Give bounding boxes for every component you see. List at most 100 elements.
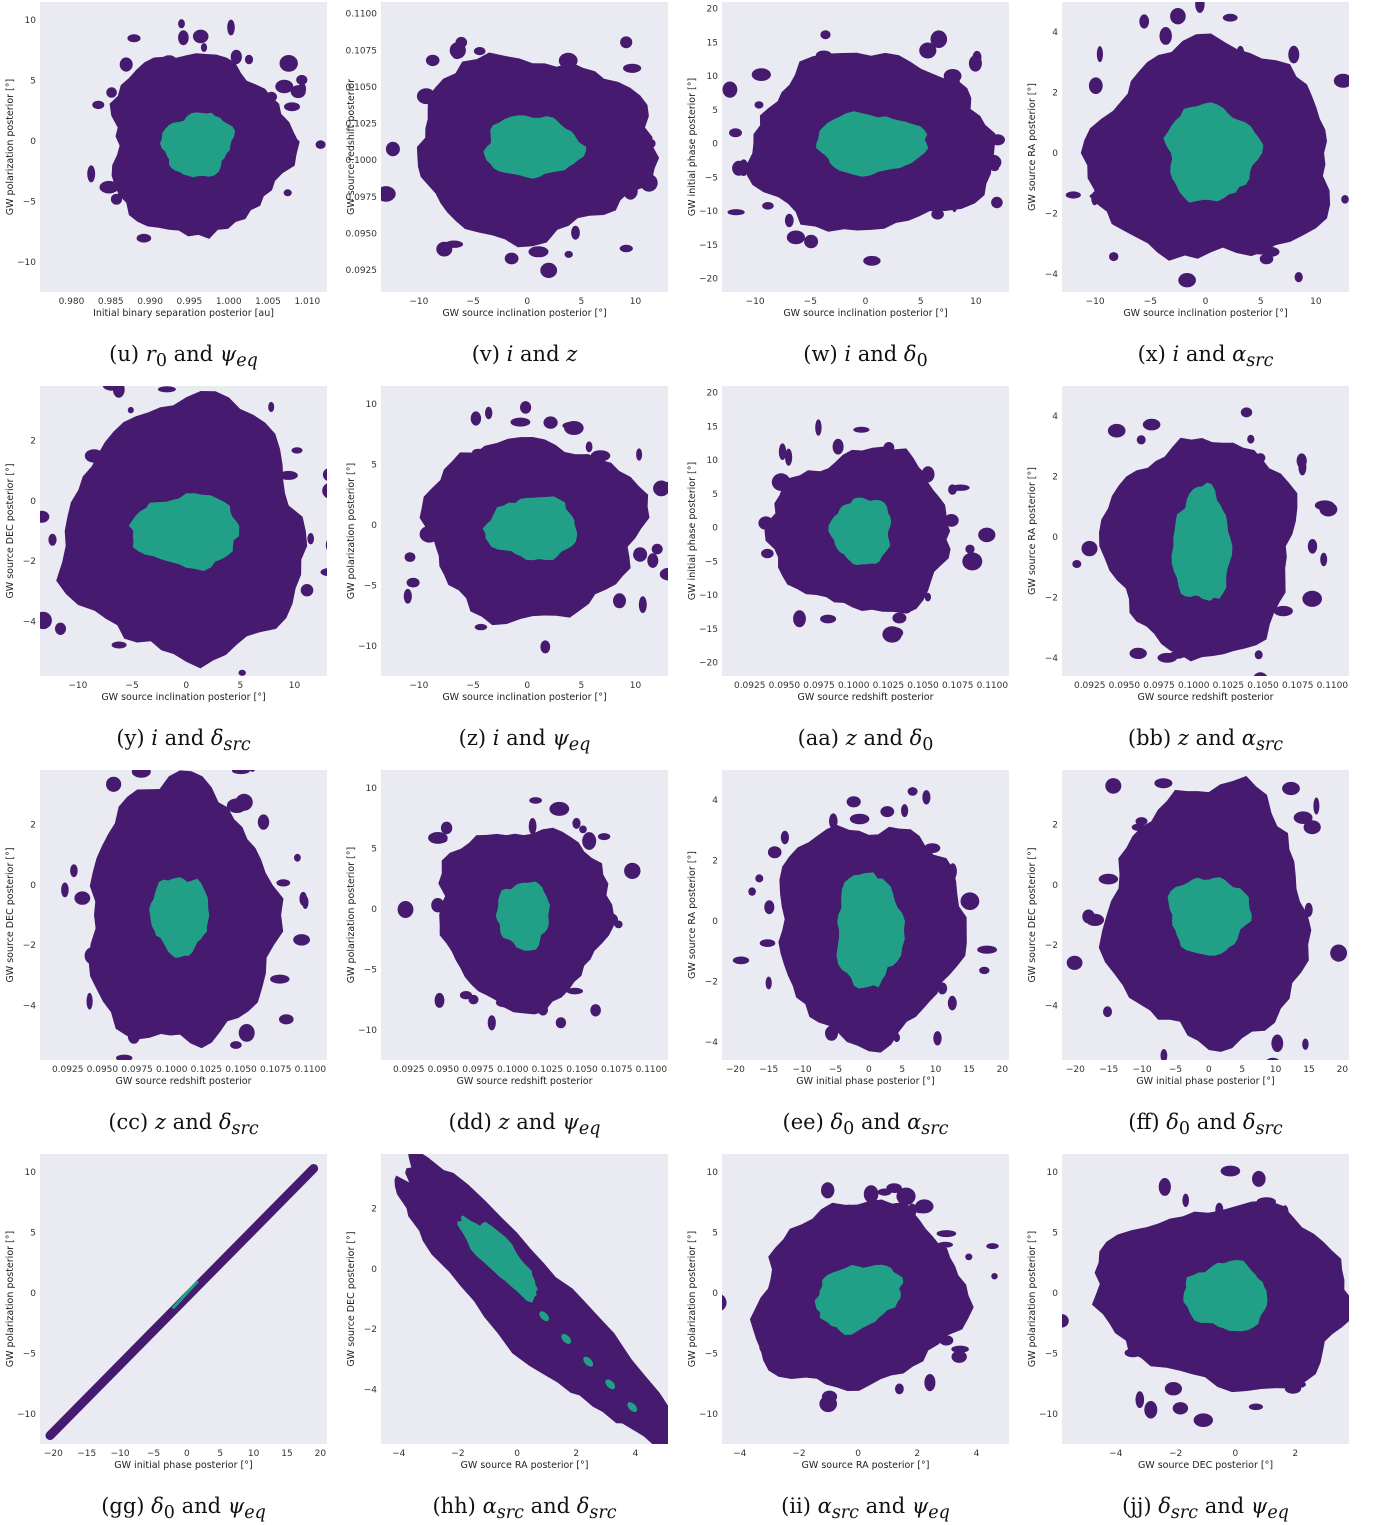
outer-contour-island (1283, 783, 1294, 794)
x-tick-label: 0 (183, 681, 189, 691)
x-axis-label: GW source inclination posterior [°] (442, 308, 606, 319)
outer-contour-island (951, 196, 958, 213)
outer-contour-island (1131, 823, 1145, 831)
x-tick-label: 0.0925 (393, 1065, 425, 1075)
outer-contour-island (978, 527, 996, 543)
y-tick-label: −2 (364, 1325, 377, 1335)
y-tick-label: −15 (699, 241, 718, 251)
outer-contour-island (1261, 246, 1280, 257)
outer-contour-island (455, 36, 468, 48)
outer-contour-region (1099, 437, 1298, 662)
outer-contour-island (40, 611, 52, 630)
outer-contour-island (732, 160, 746, 176)
outer-contour-island (1281, 1205, 1289, 1222)
y-tick-label: 4 (712, 796, 718, 806)
outer-contour-island (825, 1025, 838, 1041)
y-tick-label: 2 (1052, 820, 1058, 830)
outer-contour-island (1284, 1384, 1302, 1394)
x-axis-label: GW source inclination posterior [°] (442, 692, 606, 703)
outer-contour-island (249, 770, 256, 772)
outer-contour-island (472, 448, 485, 456)
outer-contour-island (924, 1374, 936, 1392)
outer-contour-island (1164, 1382, 1182, 1396)
y-tick-label: 4 (1052, 28, 1058, 38)
y-tick-label: −5 (705, 1349, 718, 1359)
outer-contour-island (761, 548, 774, 559)
x-tick-label: −5 (829, 1065, 842, 1075)
outer-contour-island (315, 140, 326, 149)
outer-contour-island (623, 63, 642, 73)
x-tick-label: 10 (1270, 1065, 1282, 1075)
outer-contour-region (88, 770, 284, 1049)
outer-contour-island (1334, 75, 1349, 82)
y-tick-label: −2 (705, 977, 718, 987)
outer-contour-island (106, 87, 117, 98)
x-axis-label: GW source redshift posterior (1137, 692, 1273, 703)
outer-contour-island (1220, 1165, 1241, 1177)
y-axis-label: GW polarization posterior [°] (346, 463, 357, 599)
outer-contour-island (293, 934, 310, 946)
outer-contour-island (1342, 1304, 1349, 1319)
outer-contour-island (1201, 761, 1213, 769)
x-tick-label: −5 (125, 681, 138, 691)
y-tick-label: −10 (358, 1026, 377, 1036)
y-tick-label: −2 (1045, 209, 1058, 219)
y-tick-label: 0 (1052, 533, 1058, 543)
plot-background (381, 770, 668, 1060)
outer-contour-island (585, 441, 593, 453)
x-tick-label: −15 (1099, 1065, 1118, 1075)
outer-contour-island (943, 69, 962, 83)
y-tick-label: 0 (712, 140, 718, 150)
outer-contour-island (965, 544, 975, 554)
y-tick-label: −4 (1045, 1002, 1059, 1012)
x-tick-label: 15 (963, 1065, 974, 1075)
x-tick-label: 0.1025 (1213, 681, 1245, 691)
outer-contour-island (1273, 605, 1293, 617)
outer-contour-island (244, 54, 254, 65)
outer-contour-island (1170, 8, 1186, 25)
x-tick-label: 0.1000 (497, 1065, 529, 1075)
x-axis-label: GW source redshift posterior (797, 692, 933, 703)
inner-contour-region (482, 496, 578, 561)
x-tick-label: 0.0975 (1143, 681, 1175, 691)
plot-background (1062, 1154, 1349, 1444)
y-tick-label: 0 (1052, 1289, 1058, 1299)
plot-background (381, 2, 668, 292)
x-tick-label: 4 (974, 1449, 980, 1459)
x-tick-label: −15 (759, 1065, 778, 1075)
y-tick-label: 5 (712, 1229, 718, 1239)
x-tick-label: 0.1100 (977, 681, 1009, 691)
y-tick-label: 0.0975 (346, 193, 378, 203)
outer-contour-island (606, 913, 619, 926)
outer-contour-island (727, 209, 745, 216)
y-axis-label: GW polarization posterior [°] (346, 847, 357, 983)
outer-contour-island (613, 593, 626, 609)
outer-contour-island (937, 982, 948, 995)
outer-contour-island (404, 552, 416, 562)
x-tick-label: −10 (409, 297, 428, 307)
y-tick-label: 15 (707, 38, 718, 48)
caption-y: (y) i and δsrc (116, 726, 251, 756)
outer-contour-island (529, 797, 542, 804)
outer-contour-island (754, 101, 764, 109)
outer-contour-island (61, 882, 69, 898)
outer-contour-island (990, 165, 999, 172)
x-tick-label: 0.1000 (1178, 681, 1210, 691)
outer-contour-island (1182, 644, 1196, 657)
outer-contour-island (474, 623, 488, 631)
outer-contour-island (136, 233, 152, 243)
outer-contour-region (394, 1154, 668, 1444)
inner-contour-island (561, 1333, 572, 1344)
x-tick-label: 0.1100 (295, 1065, 327, 1075)
outer-contour-island (804, 234, 819, 249)
outer-contour-island (912, 1203, 932, 1214)
outer-contour-island (783, 484, 796, 496)
x-tick-label: 0.1050 (566, 1065, 598, 1075)
outer-contour-region (746, 52, 996, 232)
outer-contour-island (1304, 902, 1313, 917)
x-tick-label: 2 (914, 1449, 920, 1459)
y-axis-label: GW initial phase posterior [°] (687, 462, 698, 600)
outer-contour-island (528, 246, 549, 258)
caption-ff: (ff) δ0 and δsrc (1128, 1110, 1283, 1140)
